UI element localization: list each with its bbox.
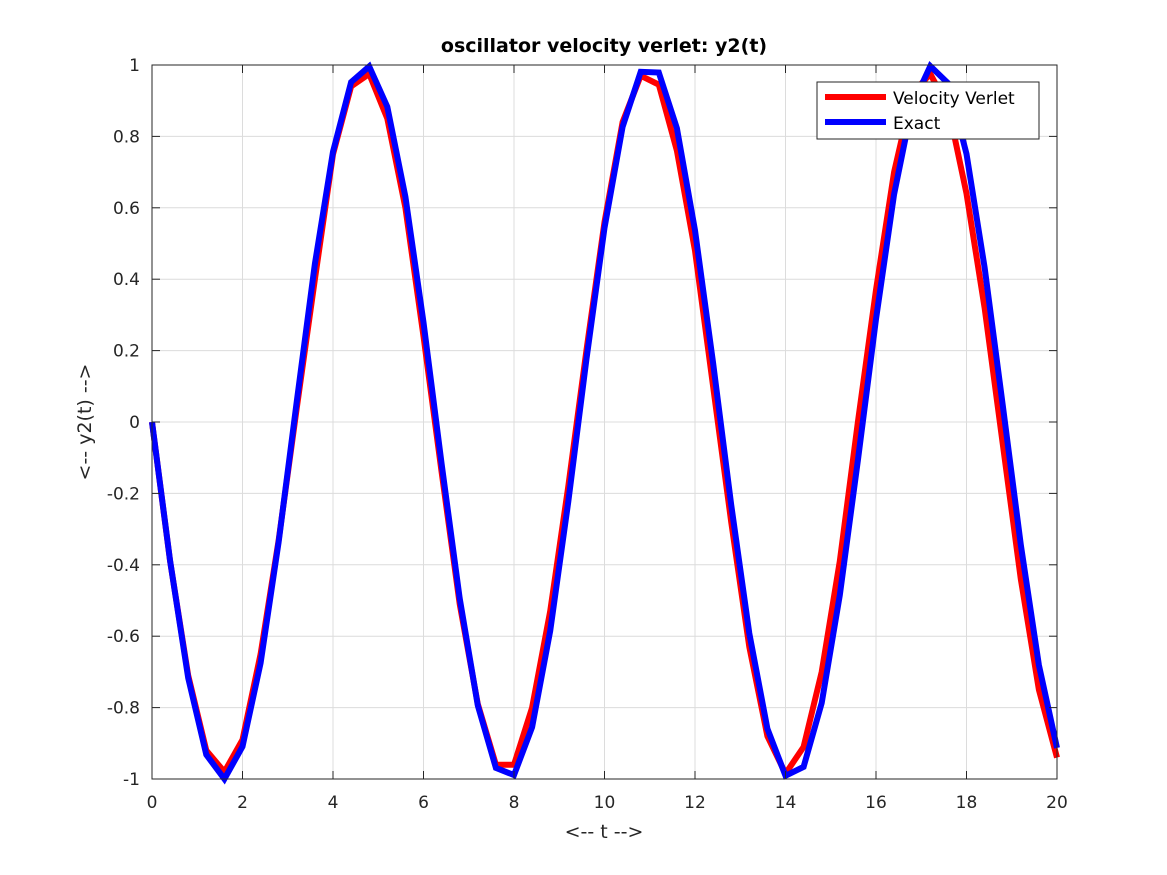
y-tick-label: 0 [129, 413, 140, 433]
x-tick-label: 6 [418, 793, 429, 813]
y-tick-label: -0.8 [107, 699, 140, 719]
x-tick-label: 8 [509, 793, 520, 813]
x-axis-title: <-- t --> [565, 821, 644, 843]
chart-title: oscillator velocity verlet: y2(t) [441, 35, 767, 57]
x-tick-label: 0 [147, 793, 158, 813]
y-tick-label: 0.2 [113, 342, 140, 362]
x-tick-label: 14 [775, 793, 797, 813]
y-tick-label: 1 [129, 56, 140, 76]
x-tick-label: 2 [237, 793, 248, 813]
x-tick-label: 18 [956, 793, 978, 813]
x-tick-label: 16 [865, 793, 887, 813]
x-tick-label: 4 [328, 793, 339, 813]
legend-label-velocity-verlet: Velocity Verlet [893, 89, 1015, 109]
x-tick-label: 12 [684, 793, 706, 813]
y-tick-label: 0.4 [113, 270, 140, 290]
y-tick-label: 0.6 [113, 199, 140, 219]
x-tick-label: 10 [594, 793, 616, 813]
y-tick-label: -0.4 [107, 556, 140, 576]
x-tick-label: 20 [1046, 793, 1068, 813]
ticks: 0 2 4 6 8 10 12 14 16 18 20 -1 -0.8 -0.6 -0.4 -0.2 0 0.2 0… [107, 56, 1068, 813]
y-tick-label: -1 [123, 770, 140, 790]
y-tick-label: -0.6 [107, 627, 140, 647]
y-axis-title: <-- y2(t) --> [74, 364, 96, 481]
legend-box [816, 81, 1040, 140]
legend-label-exact: Exact [893, 114, 941, 134]
y-tick-label: -0.2 [107, 484, 140, 504]
y-tick-label: 0.8 [113, 127, 140, 147]
legend: Velocity Verlet Exact [816, 81, 1040, 140]
